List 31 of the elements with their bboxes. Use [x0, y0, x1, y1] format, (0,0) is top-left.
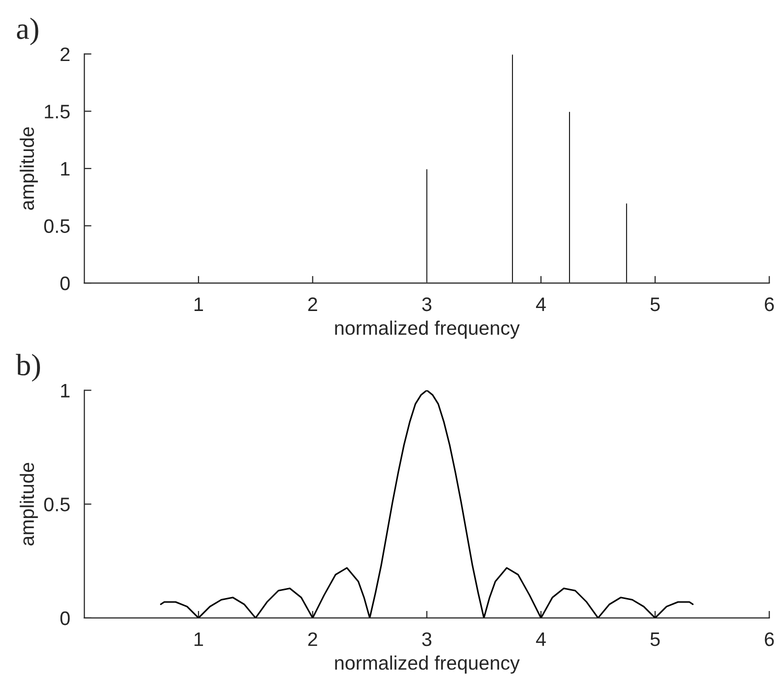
x-tick-label: 4 [536, 298, 546, 312]
x-tick-label: 2 [308, 297, 318, 312]
chart-title: a) [16, 18, 38, 46]
y-tick-label: 0.5 [44, 219, 70, 233]
y-tick-label: 1.5 [44, 104, 70, 118]
y-tick-label: 0 [60, 276, 70, 290]
x-tick-label: 3 [422, 297, 432, 312]
y-axis-title: amplitude [20, 127, 38, 210]
chart-title: b) [16, 354, 40, 382]
bar [424, 168, 429, 284]
x-tick-label: 4 [536, 632, 546, 646]
x-tick-label: 5 [650, 298, 660, 312]
y-tick-label: 2 [60, 47, 70, 62]
y-tick-label: 0.5 [44, 498, 70, 512]
x-tick-label: 3 [422, 632, 432, 646]
x-tick-label: 5 [650, 632, 660, 646]
x-axis-title: normalized frequency [335, 320, 520, 339]
x-tick-label: 1 [194, 298, 203, 312]
x-tick-label: 2 [308, 632, 318, 646]
y-tick-label: 1 [61, 384, 70, 398]
bar [510, 54, 514, 284]
x-tick-label: 6 [764, 297, 774, 312]
x-tick-label: 1 [194, 632, 203, 646]
line-series [160, 390, 694, 618]
y-axis-title: amplitude [20, 462, 38, 546]
y-tick-label: 0 [60, 611, 70, 626]
x-axis-title: normalized frequency [335, 656, 520, 674]
bar [568, 110, 572, 284]
y-tick-label: 1 [61, 162, 70, 176]
bar [624, 202, 628, 284]
x-tick-label: 6 [764, 632, 774, 646]
